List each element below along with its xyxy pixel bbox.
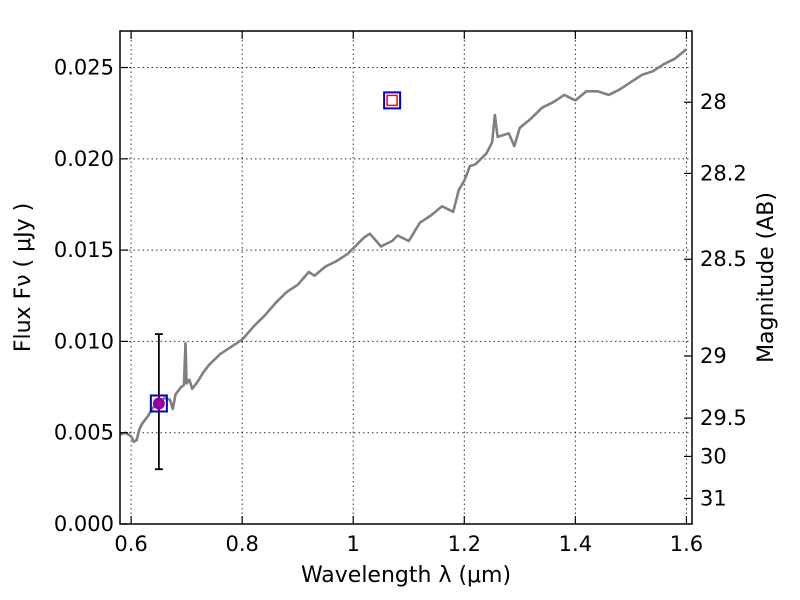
grid-lines — [120, 31, 692, 525]
spectrum-layer — [119, 48, 688, 444]
spectrum-line — [119, 48, 688, 444]
x-tick-label: 0.6 — [114, 532, 147, 556]
photometry-box — [149, 394, 168, 413]
magnitude-tick-label: 28 — [700, 90, 727, 114]
y-tick-label: 0.010 — [54, 329, 114, 353]
y-tick-label: 0.025 — [54, 56, 114, 80]
y-axis-label-left: Flux Fν ( μJy ) — [11, 203, 36, 352]
x-tick-label: 1 — [347, 532, 360, 556]
magnitude-tick-label: 29.5 — [700, 406, 747, 430]
photometry-inner-box — [386, 94, 398, 107]
y-tick-label: 0.005 — [54, 421, 114, 445]
photometry-point — [152, 397, 165, 410]
magnitude-tick-label: 28.5 — [700, 247, 747, 271]
photometry-box — [383, 91, 402, 110]
x-tick-label: 1.6 — [670, 532, 703, 556]
x-tick-label: 0.8 — [225, 532, 258, 556]
magnitude-tick-label: 29 — [700, 344, 727, 368]
photometry-layer — [149, 91, 402, 471]
magnitude-tick-label: 30 — [700, 444, 727, 468]
plot-frame — [119, 30, 693, 525]
y-axis-label-right: Magnitude (AB) — [754, 192, 779, 363]
x-tick-label: 1.4 — [559, 532, 592, 556]
axis-ticks: 0.6 0.8 1 1.2 1.4 1.6 0.000 0.005 0.010 0.015 0.02… — [54, 31, 747, 556]
x-axis-label: Wavelength λ (μm) — [301, 563, 511, 588]
magnitude-tick-label: 28.2 — [700, 161, 747, 185]
x-tick-label: 1.2 — [448, 532, 481, 556]
y-tick-label: 0.000 — [54, 512, 114, 536]
y-tick-label: 0.015 — [54, 238, 114, 262]
magnitude-tick-label: 31 — [700, 486, 727, 510]
y-tick-label: 0.020 — [54, 147, 114, 171]
